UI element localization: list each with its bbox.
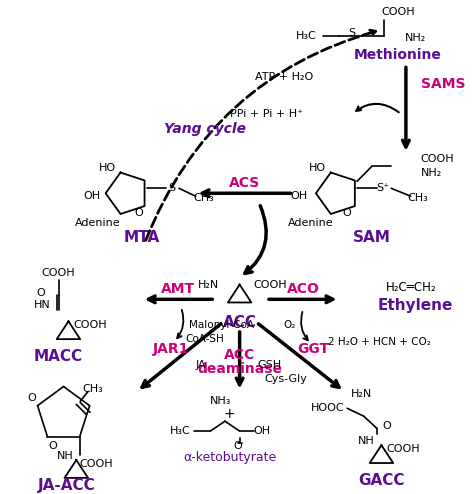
Text: NH₂: NH₂ (405, 33, 426, 42)
Text: S: S (348, 28, 356, 38)
Text: NH₂: NH₂ (420, 168, 442, 178)
Text: ACC: ACC (223, 315, 256, 329)
Text: CH₃: CH₃ (82, 384, 103, 395)
Text: O: O (48, 441, 57, 451)
Text: HOOC: HOOC (310, 403, 344, 413)
Text: COOH: COOH (79, 459, 113, 469)
Text: Adenine: Adenine (75, 218, 120, 228)
Text: deaminase: deaminase (197, 362, 282, 375)
Text: PPi + Pi + H⁺: PPi + Pi + H⁺ (230, 109, 303, 119)
Text: Cys-Gly: Cys-Gly (264, 373, 307, 383)
Text: COOH: COOH (253, 281, 287, 290)
Text: OH: OH (254, 426, 271, 436)
Text: HO: HO (310, 164, 327, 173)
Text: SAM: SAM (353, 230, 391, 246)
Text: S: S (169, 183, 176, 193)
Text: ACS: ACS (229, 176, 260, 190)
Text: H₂N: H₂N (351, 389, 373, 400)
Text: HO: HO (99, 164, 116, 173)
Text: NH: NH (357, 436, 374, 446)
Text: JA-ACC: JA-ACC (37, 478, 95, 493)
Text: 2 H₂O + HCN + CO₂: 2 H₂O + HCN + CO₂ (328, 337, 430, 347)
Text: COOH: COOH (386, 444, 420, 454)
Text: CoA-SH: CoA-SH (186, 334, 225, 344)
Text: Malonyl-CoA: Malonyl-CoA (189, 320, 254, 330)
Text: GSH: GSH (257, 360, 281, 370)
Text: MTA: MTA (124, 230, 160, 246)
Text: MACC: MACC (34, 349, 83, 364)
Text: α-ketobutyrate: α-ketobutyrate (183, 452, 276, 464)
Text: H₃C: H₃C (296, 31, 317, 41)
Text: S⁺: S⁺ (376, 183, 389, 193)
Text: O: O (343, 208, 352, 218)
Text: Methionine: Methionine (354, 47, 442, 62)
Text: COOH: COOH (382, 7, 415, 17)
Text: CH₃: CH₃ (407, 193, 428, 203)
Text: Yang cycle: Yang cycle (164, 122, 246, 136)
Text: JAR1: JAR1 (153, 342, 189, 356)
Text: GACC: GACC (358, 473, 405, 488)
Text: H₂C═CH₂: H₂C═CH₂ (385, 281, 436, 294)
Text: COOH: COOH (420, 154, 454, 164)
Text: GGT: GGT (297, 342, 329, 356)
Text: O: O (233, 441, 242, 451)
Text: O: O (36, 288, 46, 298)
Text: ATP + H₂O: ATP + H₂O (255, 72, 313, 82)
Text: AMT: AMT (161, 283, 195, 296)
Text: O₂: O₂ (283, 320, 296, 330)
Text: OH: OH (291, 191, 308, 201)
Text: NH₃: NH₃ (210, 396, 231, 407)
Text: COOH: COOH (73, 320, 107, 330)
Text: ACO: ACO (287, 283, 319, 296)
Text: OH: OH (83, 191, 100, 201)
Text: NH: NH (57, 451, 74, 461)
Text: COOH: COOH (42, 268, 75, 278)
Text: Ethylene: Ethylene (378, 298, 453, 313)
Text: O: O (135, 208, 143, 218)
Text: H₃C: H₃C (170, 426, 191, 436)
Text: Adenine: Adenine (288, 218, 334, 228)
Text: JA: JA (195, 360, 206, 370)
Text: HN: HN (34, 300, 50, 310)
Text: ACC: ACC (224, 348, 255, 362)
Text: +: + (223, 407, 235, 421)
Text: O: O (382, 421, 391, 431)
Text: CH₃: CH₃ (193, 193, 214, 203)
Text: O: O (27, 393, 36, 404)
Text: H₂N: H₂N (198, 281, 219, 290)
Text: SAMS: SAMS (420, 77, 465, 91)
